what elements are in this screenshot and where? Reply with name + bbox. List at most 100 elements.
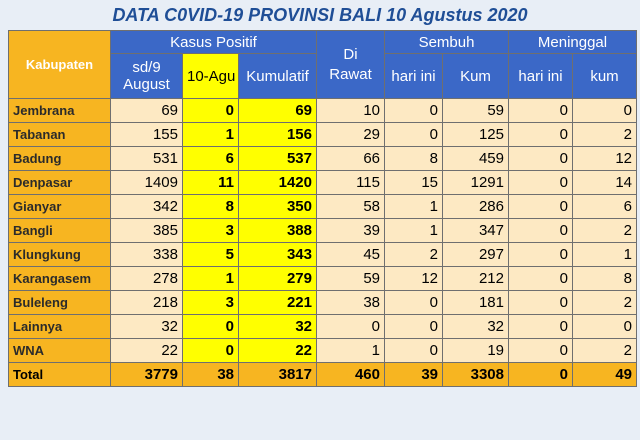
cell-meninggal-kum: 2 bbox=[572, 122, 637, 147]
cell-sd9: 69 bbox=[110, 98, 183, 123]
cell-meninggal-kum: 0 bbox=[572, 98, 637, 123]
header-kasus-positif: Kasus Positif bbox=[110, 30, 317, 54]
cell-meninggal-hari-ini: 0 bbox=[508, 218, 573, 243]
cell-kabupaten: Karangasem bbox=[8, 266, 111, 291]
cell-kabupaten: Buleleng bbox=[8, 290, 111, 315]
header-meninggal-hari-ini: hari ini bbox=[508, 53, 573, 99]
cell-meninggal-kum: 1 bbox=[572, 242, 637, 267]
cell-10-agu: 5 bbox=[182, 242, 239, 267]
cell-sd9: 218 bbox=[110, 290, 183, 315]
header-sd9-line2: August bbox=[123, 76, 170, 93]
table-row: Jembrana 69 0 69 10 0 59 0 0 bbox=[8, 98, 637, 123]
cell-sd9: 338 bbox=[110, 242, 183, 267]
cell-meninggal-hari-ini: 0 bbox=[508, 170, 573, 195]
cell-sembuh-hari-ini: 1 bbox=[384, 218, 443, 243]
cell-sembuh-kum: 347 bbox=[442, 218, 509, 243]
cell-kumulatif: 350 bbox=[238, 194, 317, 219]
cell-kabupaten: Denpasar bbox=[8, 170, 111, 195]
cell-meninggal-hari-ini: 0 bbox=[508, 146, 573, 171]
cell-sd9: 278 bbox=[110, 266, 183, 291]
cell-meninggal-hari-ini: 0 bbox=[508, 122, 573, 147]
cell-kumulatif: 221 bbox=[238, 290, 317, 315]
covid-data-table: Kabupaten Kasus Positif Di Rawat Sembuh … bbox=[8, 30, 637, 387]
cell-sembuh-kum: 297 bbox=[442, 242, 509, 267]
cell-sembuh-kum: 212 bbox=[442, 266, 509, 291]
cell-sd9: 531 bbox=[110, 146, 183, 171]
cell-meninggal-hari-ini: 0 bbox=[508, 266, 573, 291]
total-row: Total 3779 38 3817 460 39 3308 0 49 bbox=[8, 362, 637, 387]
cell-sembuh-hari-ini: 0 bbox=[384, 314, 443, 339]
cell-kabupaten: Lainnya bbox=[8, 314, 111, 339]
cell-kabupaten: Bangli bbox=[8, 218, 111, 243]
table-row: WNA 22 0 22 1 0 19 0 2 bbox=[8, 338, 637, 363]
total-label: Total bbox=[8, 362, 111, 387]
cell-sembuh-kum: 286 bbox=[442, 194, 509, 219]
cell-sembuh-hari-ini: 0 bbox=[384, 290, 443, 315]
cell-sembuh-hari-ini: 15 bbox=[384, 170, 443, 195]
cell-kumulatif: 388 bbox=[238, 218, 317, 243]
cell-di-rawat: 59 bbox=[316, 266, 385, 291]
header-sembuh: Sembuh bbox=[384, 30, 509, 54]
cell-sembuh-hari-ini: 8 bbox=[384, 146, 443, 171]
cell-10-agu: 11 bbox=[182, 170, 239, 195]
total-cell-meninggal-hari-ini: 0 bbox=[508, 362, 573, 387]
cell-di-rawat: 115 bbox=[316, 170, 385, 195]
cell-di-rawat: 29 bbox=[316, 122, 385, 147]
cell-meninggal-hari-ini: 0 bbox=[508, 242, 573, 267]
cell-10-agu: 3 bbox=[182, 290, 239, 315]
cell-10-agu: 3 bbox=[182, 218, 239, 243]
cell-di-rawat: 0 bbox=[316, 314, 385, 339]
cell-sd9: 385 bbox=[110, 218, 183, 243]
cell-meninggal-hari-ini: 0 bbox=[508, 194, 573, 219]
header-di-rawat: Di Rawat bbox=[316, 30, 385, 99]
cell-kumulatif: 279 bbox=[238, 266, 317, 291]
cell-10-agu: 0 bbox=[182, 338, 239, 363]
cell-sembuh-hari-ini: 2 bbox=[384, 242, 443, 267]
cell-10-agu: 1 bbox=[182, 122, 239, 147]
table-row: Tabanan 155 1 156 29 0 125 0 2 bbox=[8, 122, 637, 147]
header-meninggal: Meninggal bbox=[508, 30, 637, 54]
cell-sembuh-kum: 125 bbox=[442, 122, 509, 147]
cell-meninggal-hari-ini: 0 bbox=[508, 290, 573, 315]
cell-kabupaten: Jembrana bbox=[8, 98, 111, 123]
cell-kumulatif: 156 bbox=[238, 122, 317, 147]
cell-di-rawat: 66 bbox=[316, 146, 385, 171]
cell-di-rawat: 39 bbox=[316, 218, 385, 243]
cell-sembuh-kum: 32 bbox=[442, 314, 509, 339]
cell-meninggal-kum: 6 bbox=[572, 194, 637, 219]
cell-sembuh-kum: 59 bbox=[442, 98, 509, 123]
table-row: Gianyar 342 8 350 58 1 286 0 6 bbox=[8, 194, 637, 219]
cell-sembuh-hari-ini: 12 bbox=[384, 266, 443, 291]
cell-10-agu: 1 bbox=[182, 266, 239, 291]
header-sd9-line1: sd/9 bbox=[132, 59, 161, 76]
header-sd9-august: sd/9 August bbox=[110, 53, 183, 99]
cell-kabupaten: Tabanan bbox=[8, 122, 111, 147]
cell-di-rawat: 10 bbox=[316, 98, 385, 123]
cell-meninggal-hari-ini: 0 bbox=[508, 338, 573, 363]
table-row: Bangli 385 3 388 39 1 347 0 2 bbox=[8, 218, 637, 243]
total-cell-di-rawat: 460 bbox=[316, 362, 385, 387]
cell-sd9: 342 bbox=[110, 194, 183, 219]
cell-sd9: 22 bbox=[110, 338, 183, 363]
cell-sd9: 1409 bbox=[110, 170, 183, 195]
header-10-agu: 10-Agu bbox=[182, 53, 239, 99]
table-row: Klungkung 338 5 343 45 2 297 0 1 bbox=[8, 242, 637, 267]
cell-kabupaten: Gianyar bbox=[8, 194, 111, 219]
cell-10-agu: 0 bbox=[182, 98, 239, 123]
header-kumulatif: Kumulatif bbox=[238, 53, 317, 99]
total-cell-10-agu: 38 bbox=[182, 362, 239, 387]
header-meninggal-kum: kum bbox=[572, 53, 637, 99]
cell-sembuh-kum: 19 bbox=[442, 338, 509, 363]
cell-10-agu: 8 bbox=[182, 194, 239, 219]
cell-kumulatif: 343 bbox=[238, 242, 317, 267]
header-kabupaten: Kabupaten bbox=[8, 30, 111, 99]
cell-sembuh-kum: 459 bbox=[442, 146, 509, 171]
header-sembuh-kum: Kum bbox=[442, 53, 509, 99]
cell-di-rawat: 38 bbox=[316, 290, 385, 315]
cell-10-agu: 6 bbox=[182, 146, 239, 171]
cell-meninggal-kum: 0 bbox=[572, 314, 637, 339]
total-cell-meninggal-kum: 49 bbox=[572, 362, 637, 387]
cell-kumulatif: 69 bbox=[238, 98, 317, 123]
cell-kabupaten: WNA bbox=[8, 338, 111, 363]
cell-kumulatif: 537 bbox=[238, 146, 317, 171]
